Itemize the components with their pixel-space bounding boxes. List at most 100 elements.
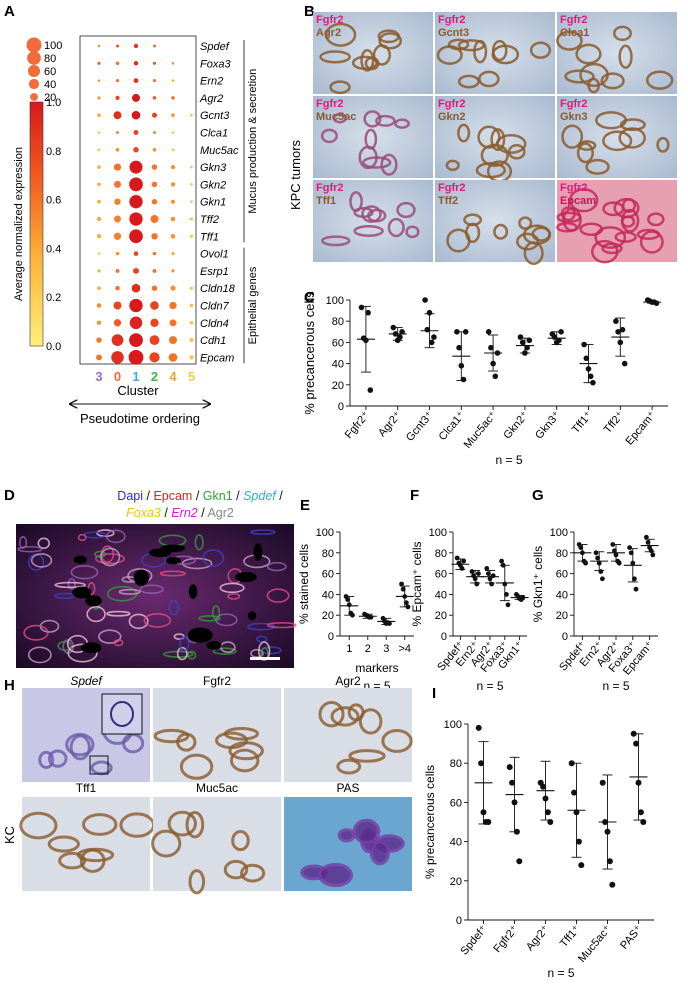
expression-dot [149,352,160,363]
x-tick-label: Tff1⁺ [570,409,595,436]
expression-dot [115,61,120,66]
data-point [424,326,431,333]
expression-dot [169,336,177,345]
data-point [628,550,634,556]
data-point [571,789,578,796]
data-point [475,724,482,731]
gland-structure [561,124,584,149]
expression-dot [128,350,144,365]
expression-dot [171,79,175,82]
x-tick-label: Spdef⁺ [458,923,490,957]
gene-label: Cldn18 [200,283,236,295]
data-point [387,621,392,626]
size-legend-dot [27,64,41,78]
expression-dot [129,160,143,174]
stain-label-fgfr2: Fgfr2 [560,98,588,110]
data-point [578,545,584,550]
gland-structure [618,44,633,69]
data-point [397,334,403,340]
gene-label: Spdef [200,41,230,53]
x-tick-label: PAS⁺ [618,923,645,952]
if-tissue-structure [266,588,290,603]
expression-dot [189,234,194,238]
gland-structure [614,231,637,243]
kc-gland [47,749,68,768]
data-point [454,329,460,335]
zoom-box [89,755,109,775]
gene-label: Cdh1 [200,335,226,347]
expression-dot [170,182,176,187]
stain-label-fgfr2: Fgfr2 [438,182,466,194]
y-axis-title: % Gkn1⁺ cells [531,546,545,622]
expression-dot [152,148,157,152]
expression-dot [150,301,159,310]
gene-label: Agr2 [199,93,223,105]
data-point [506,764,513,771]
expression-dot [190,183,193,186]
if-tissue-structure [105,529,126,544]
ihc-tile-background [435,12,555,94]
expression-dot [133,147,139,153]
data-point [604,828,611,835]
stain-label-marker: Gcnt3 [438,27,469,39]
expression-dot [152,251,157,256]
data-point [573,809,580,816]
stain-label-fgfr2: Fgfr2 [560,182,588,194]
y-tick-label: 100 [316,527,334,539]
x-tick-label: Agr2⁺ [524,923,552,953]
if-lumen [247,611,257,621]
gland-structure [457,39,486,52]
expression-dot [189,286,194,290]
data-point [484,566,490,571]
data-point [598,569,604,574]
expression-dot [96,234,102,239]
data-point [478,760,485,767]
if-lumen [187,627,213,643]
expression-dot [170,234,176,239]
expression-dot [133,267,139,274]
stain-label-marker: Muc5ac [316,111,356,123]
expression-dot [171,148,175,152]
x-tick-label: Fgfr2⁺ [491,923,521,955]
kc-ihc-tile: PAS [284,781,412,891]
data-point [583,560,588,566]
expression-dot [132,93,140,102]
n-label: n = 5 [476,679,503,693]
kc-gland [358,708,383,735]
x-tick-label: Tff1⁺ [558,923,583,950]
pseudotime-label: Pseudotime ordering [80,411,200,426]
expression-dot [114,198,121,205]
gland-structure [353,225,384,237]
gland-structure [556,211,582,224]
data-point [599,779,606,786]
legend-part: / [276,489,283,503]
expression-dot [169,319,177,327]
gene-label: Gkn1 [200,197,226,209]
kc-gland [336,758,362,775]
data-point [551,334,558,340]
expression-dot [115,285,120,291]
expression-dot [96,303,102,308]
legend-part: / [192,489,202,503]
data-point [358,304,365,311]
expression-dot [151,164,158,170]
kc-gland [167,810,197,837]
data-point [526,337,533,344]
y-axis-title: % Epcam⁺ cells [410,541,424,626]
expression-dot [149,335,160,346]
data-point [345,597,351,602]
data-point [499,558,504,564]
data-point [367,387,374,393]
gland-structure [366,208,387,223]
data-point [590,379,596,386]
gland-structure [556,30,583,51]
expression-dot [97,61,101,65]
if-lumen [206,641,222,650]
legend-part: / [161,506,171,520]
stain-label-fgfr2: Fgfr2 [316,14,344,26]
y-tick-label: 20 [435,610,447,622]
data-point [585,366,592,372]
data-point [596,560,602,566]
gland-structure [575,43,602,65]
